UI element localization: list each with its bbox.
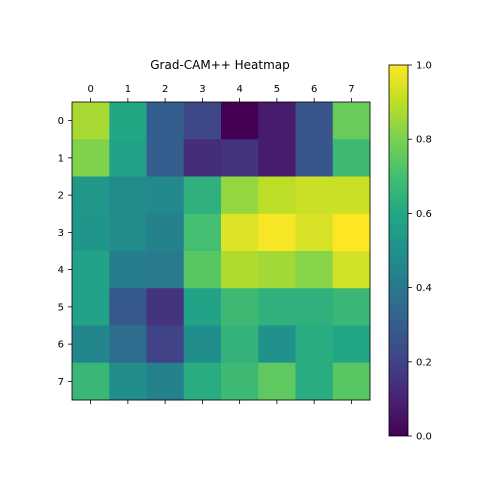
heatmap-cell-r7-c1 xyxy=(109,362,147,401)
heatmap-cell-r0-c2 xyxy=(146,102,185,140)
heatmap-cell-r3-c5 xyxy=(258,213,296,252)
x-tick-label-5: 5 xyxy=(274,84,280,95)
heatmap-cell-r5-c4 xyxy=(221,288,259,326)
x-tick-label-6: 6 xyxy=(311,84,317,95)
heatmap-cell-r1-c6 xyxy=(295,139,334,177)
heatmap-cell-r4-c5 xyxy=(258,251,296,289)
heatmap-cell-r6-c3 xyxy=(183,325,222,364)
y-tick-label-2: 2 xyxy=(58,191,64,202)
heatmap-cell-r1-c3 xyxy=(183,139,222,177)
heatmap-cell-r3-c3 xyxy=(183,213,222,252)
heatmap-cell-r3-c4 xyxy=(221,213,259,252)
heatmap-cell-r3-c1 xyxy=(109,213,147,252)
heatmap-cell-r5-c6 xyxy=(295,288,334,326)
heatmap-cells xyxy=(72,102,371,401)
heatmap-cell-r5-c7 xyxy=(332,288,371,326)
heatmap-cell-r4-c2 xyxy=(146,251,185,289)
heatmap-cell-r7-c7 xyxy=(332,362,371,401)
y-tick-label-5: 5 xyxy=(58,302,64,313)
heatmap-cell-r4-c4 xyxy=(221,251,259,289)
heatmap-cell-r4-c3 xyxy=(183,251,222,289)
colorbar-tick-label-2: 0.4 xyxy=(416,283,432,294)
colorbar-tick-label-1: 0.2 xyxy=(416,357,432,368)
heatmap-cell-r3-c0 xyxy=(72,213,110,252)
heatmap-cell-r3-c2 xyxy=(146,213,185,252)
heatmap-cell-r7-c2 xyxy=(146,362,185,401)
heatmap-cell-r3-c7 xyxy=(332,213,371,252)
x-tick-label-3: 3 xyxy=(199,84,205,95)
colorbar xyxy=(389,65,408,436)
heatmap-cell-r5-c3 xyxy=(183,288,222,326)
x-tick-label-1: 1 xyxy=(125,84,131,95)
heatmap-cell-r7-c5 xyxy=(258,362,296,401)
x-tick-label-7: 7 xyxy=(348,84,354,95)
y-tick-label-3: 3 xyxy=(58,228,64,239)
colorbar-tick-label-4: 0.8 xyxy=(416,135,432,146)
heatmap-cell-r4-c7 xyxy=(332,251,371,289)
heatmap-cell-r5-c2 xyxy=(146,288,185,326)
heatmap-cell-r6-c6 xyxy=(295,325,334,364)
x-tick-label-2: 2 xyxy=(162,84,168,95)
y-tick-label-1: 1 xyxy=(58,153,64,164)
heatmap-cell-r2-c7 xyxy=(332,176,371,215)
y-tick-label-0: 0 xyxy=(58,116,64,127)
heatmap-cell-r7-c0 xyxy=(72,362,110,401)
heatmap-cell-r7-c3 xyxy=(183,362,222,401)
heatmap-cell-r6-c0 xyxy=(72,325,110,364)
heatmap-cell-r0-c7 xyxy=(332,102,371,140)
heatmap-cell-r3-c6 xyxy=(295,213,334,252)
heatmap-cell-r6-c7 xyxy=(332,325,371,364)
heatmap-cell-r4-c0 xyxy=(72,251,110,289)
x-tick-label-4: 4 xyxy=(236,84,242,95)
heatmap-cell-r6-c5 xyxy=(258,325,296,364)
plot-frame xyxy=(71,101,371,401)
heatmap-cell-r0-c5 xyxy=(258,102,296,140)
colorbar-frame xyxy=(388,64,409,437)
heatmap-cell-r1-c2 xyxy=(146,139,185,177)
heatmap-cell-r6-c4 xyxy=(221,325,259,364)
heatmap-cell-r2-c2 xyxy=(146,176,185,215)
heatmap-cell-r2-c6 xyxy=(295,176,334,215)
y-tick-label-7: 7 xyxy=(58,377,64,388)
colorbar-tick-label-3: 0.6 xyxy=(416,209,432,220)
heatmap-cell-r1-c0 xyxy=(72,139,110,177)
heatmap-cell-r0-c4 xyxy=(221,102,259,140)
y-tick-label-6: 6 xyxy=(58,340,64,351)
heatmap-cell-r2-c3 xyxy=(183,176,222,215)
axis-ticks: 0 1 2 3 4 5 6 7 0 1 2 3 4 5 6 7 xyxy=(58,84,355,404)
heatmap-cell-r1-c7 xyxy=(332,139,371,177)
heatmap-cell-r5-c0 xyxy=(72,288,110,326)
heatmap-cell-r5-c1 xyxy=(109,288,147,326)
heatmap-cell-r2-c0 xyxy=(72,176,110,215)
heatmap-cell-r6-c1 xyxy=(109,325,147,364)
heatmap-cell-r5-c5 xyxy=(258,288,296,326)
heatmap-cell-r1-c1 xyxy=(109,139,147,177)
chart-title: Grad-CAM++ Heatmap xyxy=(150,58,290,72)
heatmap-cell-r2-c4 xyxy=(221,176,259,215)
colorbar-tick-label-5: 1.0 xyxy=(416,61,432,72)
heatmap-cell-r6-c2 xyxy=(146,325,185,364)
x-tick-label-0: 0 xyxy=(87,84,93,95)
heatmap-cell-r0-c1 xyxy=(109,102,147,140)
heatmap-cell-r1-c4 xyxy=(221,139,259,177)
heatmap-cell-r0-c0 xyxy=(72,102,110,140)
y-tick-label-4: 4 xyxy=(58,265,64,276)
heatmap-cell-r0-c6 xyxy=(295,102,334,140)
heatmap-cell-r2-c1 xyxy=(109,176,147,215)
heatmap-cell-r4-c6 xyxy=(295,251,334,289)
colorbar-tick-label-0: 0.0 xyxy=(416,432,432,443)
heatmap-cell-r2-c5 xyxy=(258,176,296,215)
heatmap-cell-r1-c5 xyxy=(258,139,296,177)
colorbar-ticks: 0.0 0.2 0.4 0.6 0.8 1.0 xyxy=(408,61,432,443)
heatmap-cell-r0-c3 xyxy=(183,102,222,140)
heatmap-cell-r7-c4 xyxy=(221,362,259,401)
heatmap-cell-r4-c1 xyxy=(109,251,147,289)
heatmap-cell-r7-c6 xyxy=(295,362,334,401)
